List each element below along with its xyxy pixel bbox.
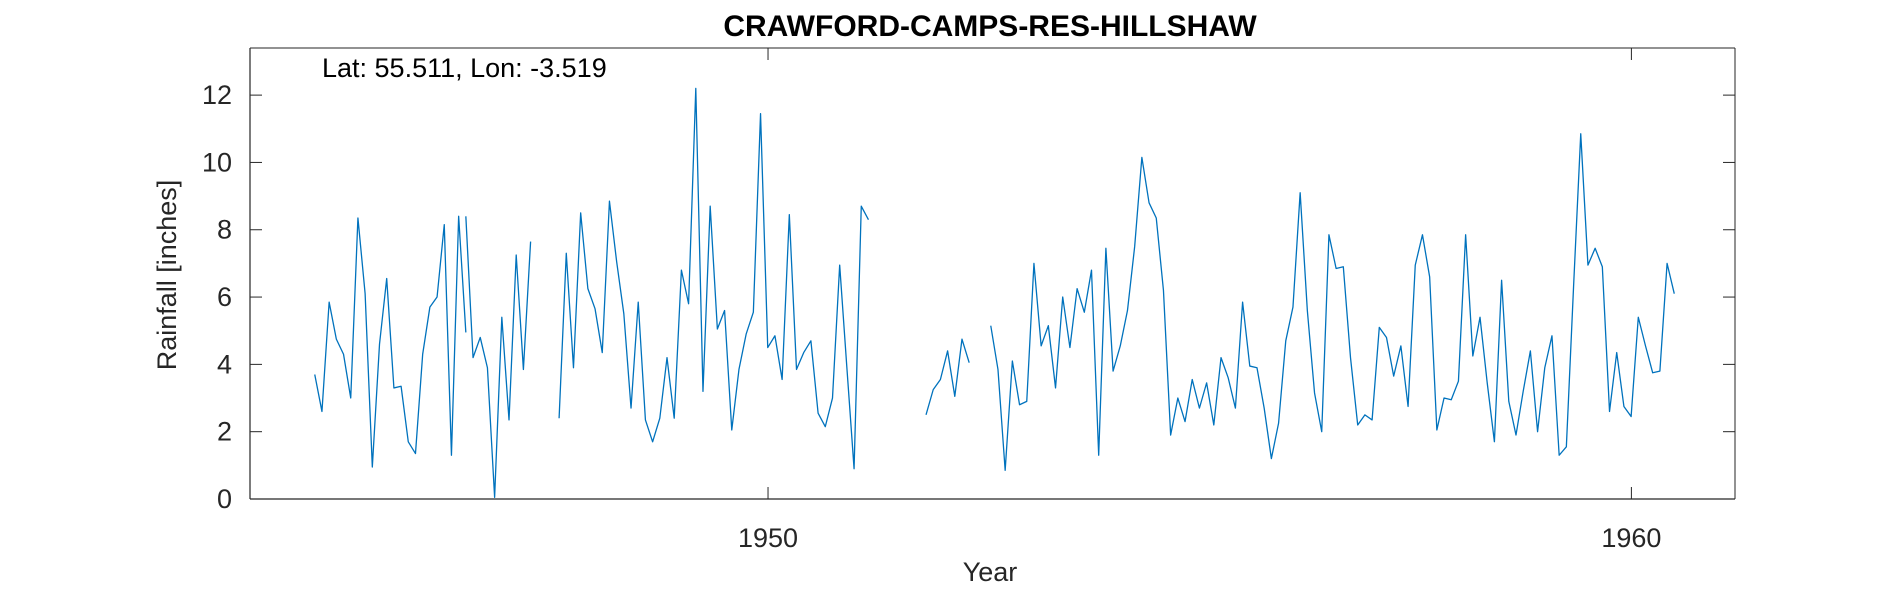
rainfall-series-segment bbox=[990, 133, 1675, 472]
y-tick-label: 8 bbox=[217, 215, 232, 245]
rainfall-series-segment bbox=[465, 216, 532, 498]
y-tick-label: 4 bbox=[217, 349, 232, 379]
y-tick-label: 6 bbox=[217, 282, 232, 312]
rainfall-series-segment bbox=[314, 215, 467, 468]
y-axis-label: Rainfall [inches] bbox=[152, 180, 182, 371]
x-tick-label: 1950 bbox=[738, 523, 798, 553]
location-annotation: Lat: 55.511, Lon: -3.519 bbox=[322, 53, 607, 83]
rainfall-series-segment bbox=[558, 87, 870, 470]
x-axis-label: Year bbox=[963, 557, 1018, 587]
series-layer bbox=[314, 87, 1675, 498]
y-tick-label: 2 bbox=[217, 417, 232, 447]
tick-marks bbox=[250, 48, 1735, 500]
y-tick-label: 10 bbox=[202, 147, 232, 177]
chart-title: CRAWFORD-CAMPS-RES-HILLSHAW bbox=[723, 10, 1257, 43]
y-tick-label: 12 bbox=[202, 80, 232, 110]
axes bbox=[249, 47, 1736, 500]
tick-labels: 0 2 4 6 8 10 12 1950 1960 bbox=[202, 80, 1661, 553]
x-tick-label: 1960 bbox=[1601, 523, 1661, 553]
rainfall-series-segment bbox=[925, 338, 970, 416]
y-tick-label: 0 bbox=[217, 484, 232, 514]
